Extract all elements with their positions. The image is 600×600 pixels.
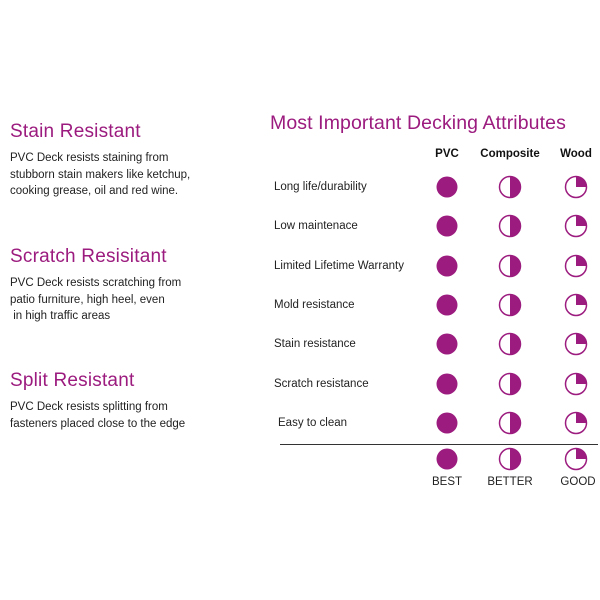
harvey-ball-better-icon [498,175,522,199]
harvey-ball-good-icon [564,175,588,199]
legend-best-icon [435,447,459,471]
feature-heading: Stain Resistant [10,121,141,142]
attribute-row-label: Long life/durability [274,181,367,193]
attribute-row-label: Mold resistance [274,298,355,311]
harvey-ball-better-icon [498,293,522,317]
feature-line: fasteners placed close to the edge [10,417,186,430]
feature-line: PVC Deck resists splitting from [10,401,168,413]
legend-label-better: BETTER [487,476,533,488]
feature-line: PVC Deck resists scratching from [10,277,182,289]
feature-line: patio furniture, high heel, even [10,293,165,306]
feature-heading: Split Resistant [10,370,135,391]
legend-label-good: GOOD [560,476,596,488]
harvey-ball-best-icon [435,254,459,278]
harvey-ball-better-icon [498,214,522,238]
attribute-row-label: Easy to clean [278,416,348,429]
feature-line: cooking grease, oil and red wine. [10,185,179,197]
feature-line: in high traffic areas [10,310,111,322]
feature-heading: Scratch Resisitant [10,246,167,267]
feature-split: Split Resistant PVC Deck resists splitti… [10,370,260,432]
harvey-ball-best-icon [435,175,459,199]
attribute-row-label: Limited Lifetime Warranty [274,259,404,272]
harvey-ball-better-icon [498,372,522,396]
harvey-ball-best-icon [435,214,459,238]
legend-good-icon [564,447,588,471]
harvey-ball-best-icon [435,372,459,396]
harvey-ball-good-icon [564,214,588,238]
legend-label-best: BEST [431,476,463,488]
column-header-composite: Composite [480,148,540,160]
attribute-row-label: Stain resistance [274,338,356,351]
attribute-row-label: Low maintenace [274,220,358,233]
harvey-ball-good-icon [564,332,588,356]
feature-description: PVC Deck resists scratching from patio f… [10,275,260,325]
attributes-title: Most Important Decking Attributes [270,112,566,134]
harvey-ball-better-icon [498,254,522,278]
feature-stain: Stain Resistant PVC Deck resists stainin… [10,121,260,200]
harvey-ball-good-icon [564,254,588,278]
feature-description: PVC Deck resists splitting from fastener… [10,399,260,432]
feature-line: PVC Deck resists staining from [10,152,169,164]
harvey-ball-good-icon [564,293,588,317]
column-header-wood: Wood [560,148,592,160]
harvey-ball-best-icon [435,411,459,435]
legend-divider [280,444,598,445]
harvey-ball-good-icon [564,411,588,435]
harvey-ball-best-icon [435,332,459,356]
legend-better-icon [498,447,522,471]
feature-line: stubborn stain makers like ketchup, [10,168,191,181]
harvey-ball-better-icon [498,411,522,435]
harvey-ball-better-icon [498,332,522,356]
feature-scratch: Scratch Resisitant PVC Deck resists scra… [10,246,260,325]
harvey-ball-best-icon [435,293,459,317]
harvey-ball-good-icon [564,372,588,396]
column-header-pvc: PVC [435,148,459,160]
feature-description: PVC Deck resists staining from stubborn … [10,150,260,200]
attribute-row-label: Scratch resistance [274,377,369,390]
